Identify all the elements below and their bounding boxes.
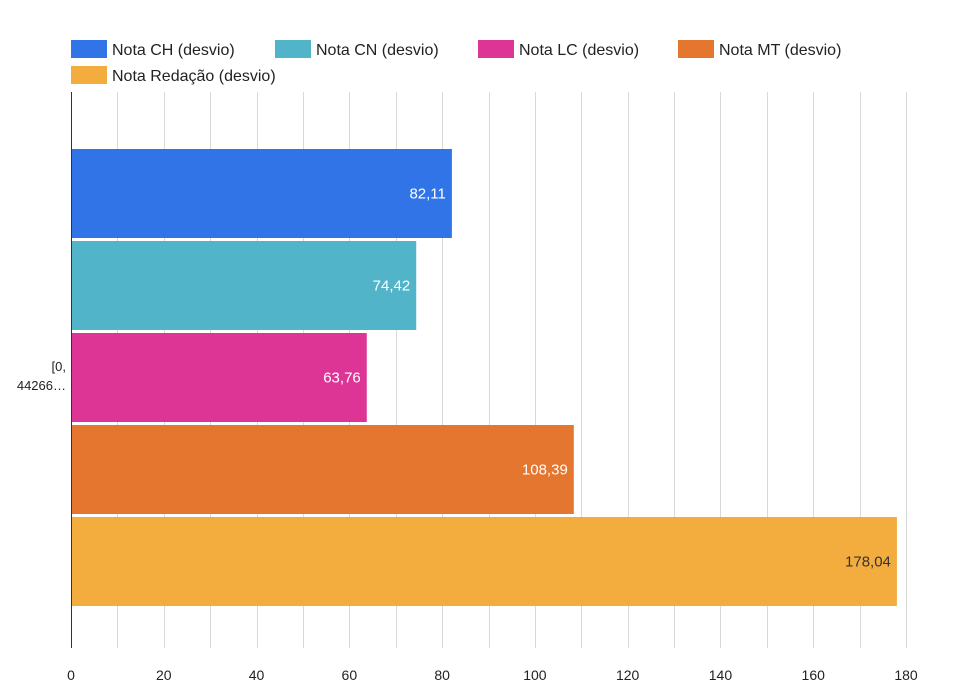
x-tick-label: 40 [249, 667, 265, 683]
chart-legend: Nota CH (desvio) Nota CN (desvio) Nota LC … [71, 40, 841, 85]
bar-value-label-2: 74,42 [373, 278, 411, 295]
legend-label-2: Nota CN (desvio) [316, 42, 439, 59]
x-tick-label: 160 [802, 667, 826, 683]
legend-swatch-1 [71, 40, 107, 58]
y-axis-category-label: [0, 44266… [17, 359, 66, 393]
bar-value-label-5: 178,04 [845, 554, 891, 571]
legend-swatch-3 [478, 40, 514, 58]
legend-label-1: Nota CH (desvio) [112, 42, 235, 59]
chart-bar-labels: 82,11 74,42 63,76 108,39 178,04 [323, 186, 891, 571]
bar-1 [71, 149, 452, 238]
bar-value-label-3: 63,76 [323, 370, 361, 387]
x-tick-label: 0 [67, 667, 75, 683]
legend-label-5: Nota Redação (desvio) [112, 68, 276, 85]
legend-swatch-4 [678, 40, 714, 58]
x-tick-label: 100 [523, 667, 547, 683]
legend-label-3: Nota LC (desvio) [519, 42, 639, 59]
category-label-line: [0, [52, 359, 66, 374]
category-label: [0, 44266… [17, 359, 66, 393]
legend-swatch-2 [275, 40, 311, 58]
x-tick-label: 20 [156, 667, 172, 683]
bar-5 [71, 517, 897, 606]
category-label-line: 44266… [17, 378, 66, 393]
x-tick-label: 80 [434, 667, 450, 683]
x-axis-tick-labels: 0 20 40 60 80 100 120 140 160 180 [67, 667, 918, 683]
bar-3 [71, 333, 367, 422]
x-tick-label: 120 [616, 667, 640, 683]
bar-value-label-1: 82,11 [409, 186, 445, 203]
bar-value-label-4: 108,39 [522, 462, 568, 479]
legend-label-4: Nota MT (desvio) [719, 42, 841, 59]
bar-2 [71, 241, 417, 330]
legend-swatch-5 [71, 66, 107, 84]
chart-bars [71, 149, 897, 606]
bar-4 [71, 425, 574, 514]
x-tick-label: 60 [342, 667, 358, 683]
x-tick-label: 140 [709, 667, 733, 683]
x-tick-label: 180 [894, 667, 918, 683]
